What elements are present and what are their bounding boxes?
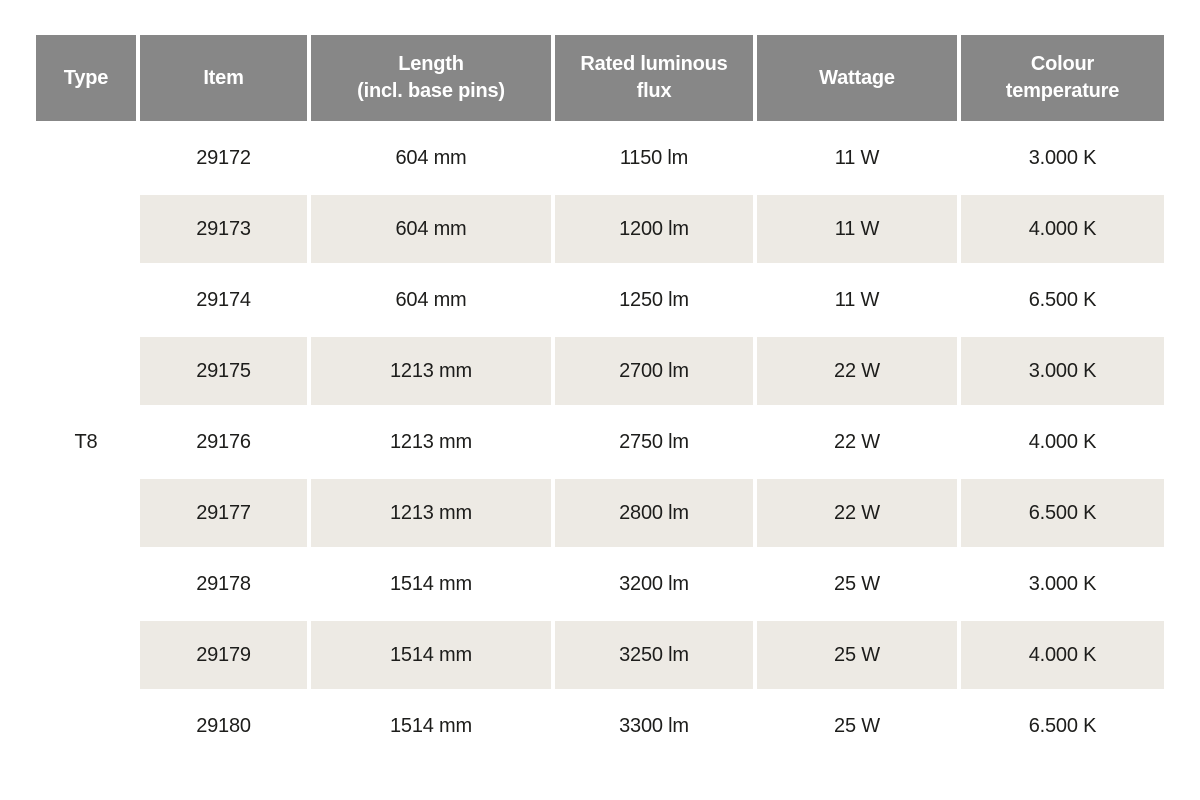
item-cell: 29179 xyxy=(140,621,307,689)
table-body: T8 29172 604 mm 1150 lm 11 W 3.000 K 29173 604 … xyxy=(36,124,1164,760)
table-row: 29176 1213 mm 2750 lm 22 W 4.000 K xyxy=(36,408,1164,476)
item-cell: 29174 xyxy=(140,266,307,334)
type-cell: T8 xyxy=(36,124,136,760)
colour-temp-cell: 4.000 K xyxy=(961,408,1164,476)
col-header-type: Type xyxy=(36,35,136,121)
length-cell: 1213 mm xyxy=(311,408,551,476)
flux-cell: 1200 lm xyxy=(555,195,753,263)
flux-cell: 3300 lm xyxy=(555,692,753,760)
col-header-colour-temperature: Colour temperature xyxy=(961,35,1164,121)
flux-cell: 3200 lm xyxy=(555,550,753,618)
item-cell: 29177 xyxy=(140,479,307,547)
item-cell: 29180 xyxy=(140,692,307,760)
colour-temp-cell: 6.500 K xyxy=(961,479,1164,547)
wattage-cell: 22 W xyxy=(757,479,957,547)
wattage-cell: 11 W xyxy=(757,195,957,263)
wattage-cell: 11 W xyxy=(757,124,957,192)
col-header-item: Item xyxy=(140,35,307,121)
item-cell: 29175 xyxy=(140,337,307,405)
table-row: 29174 604 mm 1250 lm 11 W 6.500 K xyxy=(36,266,1164,334)
colour-temp-cell: 6.500 K xyxy=(961,692,1164,760)
length-cell: 604 mm xyxy=(311,124,551,192)
item-cell: 29176 xyxy=(140,408,307,476)
flux-cell: 2800 lm xyxy=(555,479,753,547)
colour-temp-cell: 6.500 K xyxy=(961,266,1164,334)
length-cell: 604 mm xyxy=(311,195,551,263)
table-row: 29175 1213 mm 2700 lm 22 W 3.000 K xyxy=(36,337,1164,405)
wattage-cell: 25 W xyxy=(757,692,957,760)
flux-cell: 3250 lm xyxy=(555,621,753,689)
col-header-rated-luminous-flux: Rated luminous flux xyxy=(555,35,753,121)
table-row: 29180 1514 mm 3300 lm 25 W 6.500 K xyxy=(36,692,1164,760)
length-cell: 604 mm xyxy=(311,266,551,334)
flux-cell: 1150 lm xyxy=(555,124,753,192)
colour-temp-cell: 4.000 K xyxy=(961,621,1164,689)
flux-cell: 2750 lm xyxy=(555,408,753,476)
wattage-cell: 22 W xyxy=(757,408,957,476)
header-row: Type Item Length (incl. base pins) Rated… xyxy=(36,35,1164,121)
table-row: 29179 1514 mm 3250 lm 25 W 4.000 K xyxy=(36,621,1164,689)
flux-cell: 2700 lm xyxy=(555,337,753,405)
table-row: 29173 604 mm 1200 lm 11 W 4.000 K xyxy=(36,195,1164,263)
wattage-cell: 22 W xyxy=(757,337,957,405)
flux-cell: 1250 lm xyxy=(555,266,753,334)
item-cell: 29172 xyxy=(140,124,307,192)
wattage-cell: 25 W xyxy=(757,621,957,689)
table-row: 29177 1213 mm 2800 lm 22 W 6.500 K xyxy=(36,479,1164,547)
colour-temp-cell: 3.000 K xyxy=(961,337,1164,405)
length-cell: 1514 mm xyxy=(311,621,551,689)
col-header-wattage: Wattage xyxy=(757,35,957,121)
length-cell: 1514 mm xyxy=(311,550,551,618)
colour-temp-cell: 3.000 K xyxy=(961,550,1164,618)
item-cell: 29178 xyxy=(140,550,307,618)
table-header: Type Item Length (incl. base pins) Rated… xyxy=(36,35,1164,121)
length-cell: 1213 mm xyxy=(311,479,551,547)
table-row: 29178 1514 mm 3200 lm 25 W 3.000 K xyxy=(36,550,1164,618)
length-cell: 1213 mm xyxy=(311,337,551,405)
wattage-cell: 11 W xyxy=(757,266,957,334)
product-spec-table: Type Item Length (incl. base pins) Rated… xyxy=(32,32,1168,763)
colour-temp-cell: 4.000 K xyxy=(961,195,1164,263)
colour-temp-cell: 3.000 K xyxy=(961,124,1164,192)
wattage-cell: 25 W xyxy=(757,550,957,618)
table-row: T8 29172 604 mm 1150 lm 11 W 3.000 K xyxy=(36,124,1164,760)
length-cell: 1514 mm xyxy=(311,692,551,760)
item-cell: 29173 xyxy=(140,195,307,263)
col-header-length: Length (incl. base pins) xyxy=(311,35,551,121)
